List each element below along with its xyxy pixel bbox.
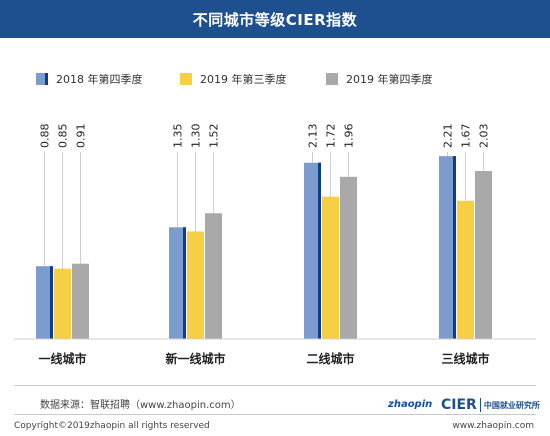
data-label-xinyixian-2019q3: 1.30: [190, 124, 203, 149]
bar-yixian-2019q3: [54, 268, 71, 339]
data-label-sanxian-2019q3: 1.67: [460, 124, 473, 149]
category-label-erxian: 二线城市: [306, 351, 354, 366]
legend-item-2018q4: 2018 年第四季度: [36, 71, 143, 87]
cier-logo: CIER 中国就业研究所: [441, 396, 541, 414]
bar-sanxian-2018q4: [439, 156, 456, 339]
zhaopin-logo-text: zhaopin: [388, 399, 433, 410]
cier-logo-text: CIER: [441, 397, 477, 413]
data-label-yixian-2019q3: 0.85: [57, 124, 70, 149]
legend-item-2019q4: 2019 年第四季度: [326, 71, 433, 87]
bar-sanxian-2019q4: [475, 171, 492, 339]
bar-xinyixian-2019q4: [205, 213, 222, 339]
footer-url: www.zhaopin.com: [452, 421, 534, 431]
bar-edge-sanxian-2018q4: [453, 156, 456, 339]
footer-divider: [14, 385, 536, 386]
bar-yixian-2019q4: [72, 263, 89, 339]
bar-xinyixian-2019q3: [187, 231, 204, 339]
data-label-xinyixian-2019q4: 1.52: [208, 124, 221, 149]
legend-label-2019q3: 2019 年第三季度: [200, 73, 287, 86]
data-label-erxian-2019q4: 1.96: [343, 124, 356, 149]
category-label-xinyixian: 新一线城市: [165, 351, 225, 366]
cier-logo-subtitle: 中国就业研究所: [483, 400, 540, 410]
data-label-yixian-2019q4: 0.91: [75, 124, 88, 149]
data-label-yixian-2018q4: 0.88: [39, 124, 52, 149]
legend-swatch-2019q4: [326, 73, 338, 85]
data-label-sanxian-2018q4: 2.21: [442, 124, 455, 149]
category-label-yixian: 一线城市: [38, 351, 86, 366]
bar-edge-xinyixian-2018q4: [183, 227, 186, 339]
category-label-sanxian: 三线城市: [441, 351, 489, 366]
legend-label-2019q4: 2019 年第四季度: [346, 73, 433, 86]
data-source-note: 数据来源：智联招聘（www.zhaopin.com）: [40, 400, 241, 411]
data-label-sanxian-2019q4: 2.03: [478, 124, 491, 149]
legend-swatch-2019q3: [180, 73, 192, 85]
chart-legend: 2018 年第四季度 2019 年第三季度 2019 年第四季度: [0, 71, 550, 87]
zhaopin-logo: zhaopin: [388, 396, 440, 414]
footer-divider-bottom: [14, 414, 536, 415]
legend-item-2019q3: 2019 年第三季度: [180, 71, 287, 87]
legend-swatch-2018q4: [36, 73, 48, 85]
bar-erxian-2019q4: [340, 176, 357, 339]
bar-edge-erxian-2018q4: [318, 162, 321, 339]
header-bar: 不同城市等级CIER指数: [0, 0, 550, 38]
cier-logo-separator: [479, 398, 481, 412]
legend-label-2018q4: 2018 年第四季度: [56, 73, 143, 86]
bar-edge-yixian-2018q4: [50, 266, 53, 339]
copyright-text: Copyright©2019zhaopin all rights reserve…: [14, 421, 210, 431]
page-title: 不同城市等级CIER指数: [192, 10, 358, 29]
data-label-erxian-2019q3: 1.72: [325, 124, 338, 149]
bar-xinyixian-2018q4: [169, 227, 186, 339]
data-label-xinyixian-2018q4: 1.35: [172, 124, 185, 149]
bar-yixian-2018q4: [36, 266, 53, 339]
data-label-erxian-2018q4: 2.13: [307, 124, 320, 149]
bar-erxian-2018q4: [304, 162, 321, 339]
bar-sanxian-2019q3: [457, 200, 474, 339]
bar-erxian-2019q3: [322, 196, 339, 339]
